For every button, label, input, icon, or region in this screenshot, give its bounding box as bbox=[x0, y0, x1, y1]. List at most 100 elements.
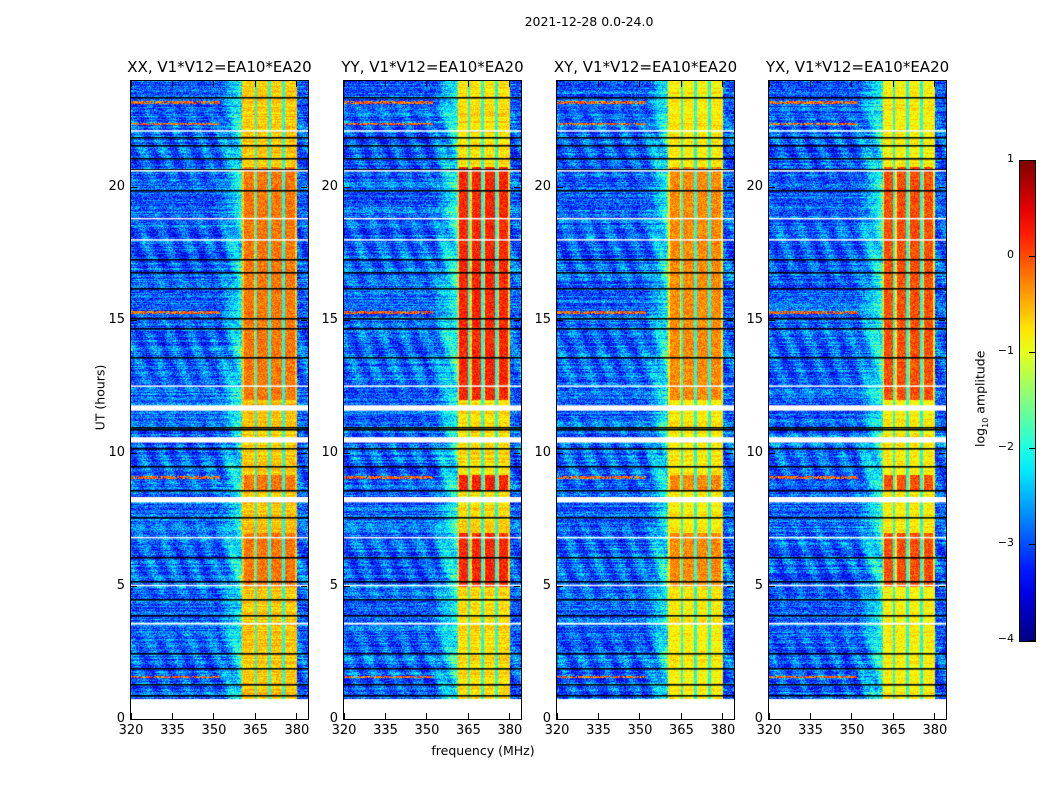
y-tick bbox=[727, 585, 733, 587]
y-tick bbox=[557, 319, 563, 321]
x-tick bbox=[639, 81, 641, 87]
y-tick bbox=[727, 319, 733, 321]
panel-title: XX, V1*V12=EA10*EA20 bbox=[127, 58, 312, 76]
y-tick-label: 0 bbox=[754, 711, 763, 726]
heatmap-image bbox=[344, 81, 521, 719]
x-tick bbox=[597, 81, 599, 87]
y-tick-label: 10 bbox=[534, 445, 551, 461]
x-tick bbox=[851, 713, 853, 719]
x-tick bbox=[254, 713, 256, 719]
x-tick-label: 380 bbox=[710, 723, 736, 738]
x-tick-label: 380 bbox=[922, 723, 948, 738]
figure-title: 2021-12-28 0.0-24.0 bbox=[524, 14, 654, 29]
y-tick-label: 15 bbox=[746, 312, 763, 328]
x-tick bbox=[343, 81, 345, 87]
y-tick bbox=[344, 718, 350, 720]
y-tick bbox=[301, 319, 307, 321]
y-tick bbox=[301, 452, 307, 454]
y-tick-label: 0 bbox=[329, 711, 338, 726]
x-tick bbox=[296, 81, 298, 87]
x-tick bbox=[892, 713, 894, 719]
y-axis-label: UT (hours) bbox=[92, 364, 108, 431]
x-tick bbox=[722, 713, 724, 719]
y-tick bbox=[939, 319, 945, 321]
x-tick bbox=[680, 81, 682, 87]
y-tick-label: 5 bbox=[542, 578, 551, 594]
x-tick bbox=[809, 713, 811, 719]
x-tick bbox=[254, 81, 256, 87]
x-tick bbox=[934, 81, 936, 87]
x-tick bbox=[509, 713, 511, 719]
y-tick bbox=[344, 585, 350, 587]
x-tick bbox=[296, 713, 298, 719]
y-tick-label: 5 bbox=[754, 578, 763, 594]
x-tick bbox=[467, 713, 469, 719]
x-tick-label: 335 bbox=[586, 723, 611, 738]
panel-title: YX, V1*V12=EA10*EA20 bbox=[765, 58, 950, 76]
x-tick bbox=[768, 713, 770, 719]
x-tick bbox=[892, 81, 894, 87]
y-tick bbox=[939, 585, 945, 587]
x-tick bbox=[426, 81, 428, 87]
x-tick bbox=[467, 81, 469, 87]
x-tick-label: 365 bbox=[669, 723, 694, 738]
x-tick bbox=[809, 81, 811, 87]
x-tick-label: 335 bbox=[798, 723, 823, 738]
x-tick bbox=[384, 81, 386, 87]
x-tick bbox=[556, 713, 558, 719]
y-tick bbox=[514, 718, 520, 720]
y-tick-label: 0 bbox=[116, 711, 125, 726]
y-tick bbox=[131, 452, 137, 454]
x-tick bbox=[171, 713, 173, 719]
y-tick bbox=[514, 186, 520, 188]
heatmap-image bbox=[131, 81, 308, 719]
x-tick bbox=[556, 81, 558, 87]
y-tick bbox=[131, 718, 137, 720]
x-tick bbox=[509, 81, 511, 87]
y-tick bbox=[557, 718, 563, 720]
x-tick-label: 350 bbox=[627, 723, 653, 738]
panel-yy: YY, V1*V12=EA10*EA20 320 335 350 365 380 0 5 10… bbox=[321, 58, 523, 738]
y-tick bbox=[769, 319, 775, 321]
y-tick bbox=[769, 585, 775, 587]
colorbar-tick bbox=[1029, 447, 1035, 449]
colorbar-tick bbox=[1029, 255, 1035, 257]
y-tick-label: 0 bbox=[542, 711, 551, 726]
x-tick bbox=[934, 713, 936, 719]
x-tick bbox=[426, 713, 428, 719]
x-tick bbox=[851, 81, 853, 87]
y-tick bbox=[557, 186, 563, 188]
y-tick bbox=[557, 585, 563, 587]
y-tick bbox=[514, 585, 520, 587]
x-tick-label: 320 bbox=[331, 723, 357, 738]
x-tick-label: 365 bbox=[243, 723, 268, 738]
x-tick-label: 365 bbox=[456, 723, 481, 738]
panel-yx: YX, V1*V12=EA10*EA20 320 335 350 365 380 0 5 10… bbox=[746, 58, 949, 738]
x-tick bbox=[171, 81, 173, 87]
heatmap-image bbox=[557, 81, 734, 719]
x-tick bbox=[213, 713, 215, 719]
x-tick bbox=[213, 81, 215, 87]
x-tick-label: 335 bbox=[160, 723, 185, 738]
y-tick-label: 20 bbox=[534, 179, 551, 195]
colorbar bbox=[1019, 160, 1036, 642]
x-tick-label: 350 bbox=[414, 723, 440, 738]
colorbar-tick-label: −2 bbox=[997, 440, 1014, 453]
y-tick-label: 20 bbox=[321, 179, 338, 195]
colorbar-tick bbox=[1029, 543, 1035, 545]
y-tick bbox=[514, 452, 520, 454]
y-tick bbox=[514, 319, 520, 321]
x-tick bbox=[343, 713, 345, 719]
y-tick bbox=[131, 186, 137, 188]
x-tick-label: 320 bbox=[118, 723, 144, 738]
x-tick bbox=[130, 81, 132, 87]
x-tick-label: 320 bbox=[544, 723, 570, 738]
panel-title: XY, V1*V12=EA10*EA20 bbox=[553, 58, 738, 76]
x-tick-label: 380 bbox=[497, 723, 523, 738]
y-tick bbox=[557, 452, 563, 454]
y-tick-label: 5 bbox=[116, 578, 125, 594]
y-tick-label: 15 bbox=[534, 312, 551, 328]
y-tick bbox=[131, 319, 137, 321]
x-tick bbox=[722, 81, 724, 87]
x-tick-label: 350 bbox=[201, 723, 227, 738]
